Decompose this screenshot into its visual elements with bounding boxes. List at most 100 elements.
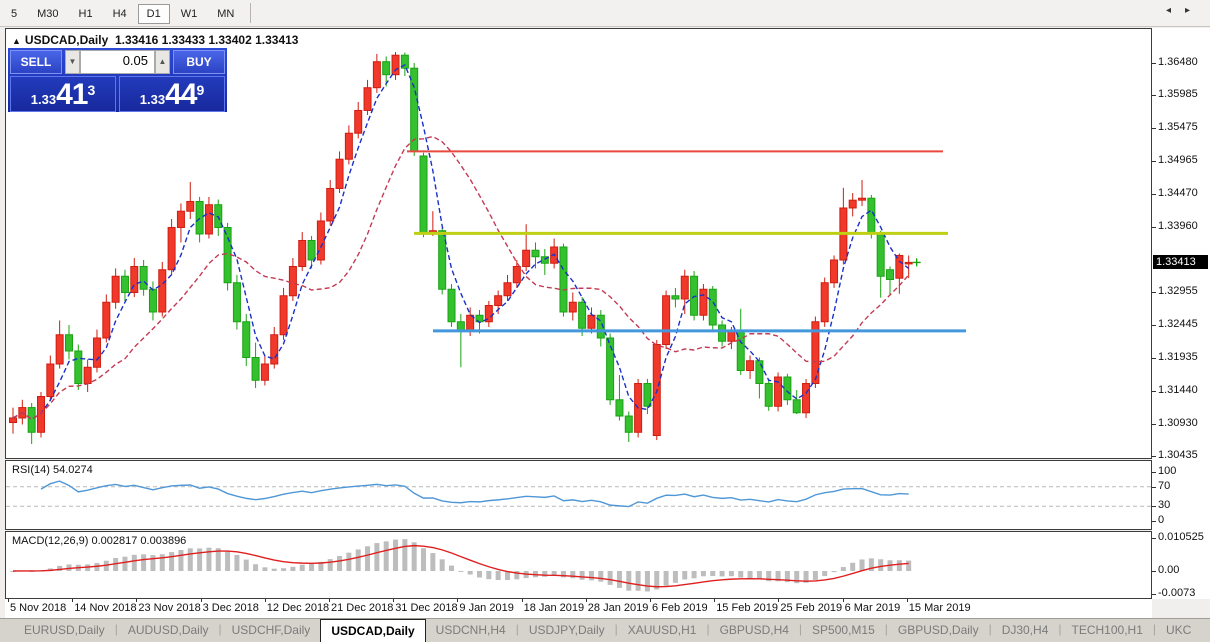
timeframe-button-5[interactable]: 5 [11,8,18,20]
tab-sp500-m15[interactable]: SP500,M15 [812,623,875,637]
tab-separator: | [706,622,710,636]
date-axis-label: 5 Nov 2018 [10,602,67,614]
timeframe-button-D1[interactable]: D1 [137,4,170,24]
axis-tick [1152,571,1156,572]
rsi-scale-label: 100 [1158,465,1177,477]
price-axis-label: 1.34965 [1158,154,1198,167]
date-tick [778,599,780,602]
axis-tick [1152,63,1156,64]
candlestick-chart[interactable] [6,29,1151,458]
axis-tick [1152,358,1156,360]
date-tick [521,599,523,602]
tab-scroll-left-icon[interactable]: ◂ [1165,5,1185,16]
rsi-panel[interactable] [5,460,1152,530]
tab-scroll-right-icon[interactable]: ▸ [1184,5,1204,16]
price-axis-label: 1.35475 [1158,121,1198,134]
tab-tech100-h1[interactable]: TECH100,H1 [1071,623,1143,637]
tab-usdcnh-h4[interactable]: USDCNH,H4 [435,623,506,637]
tab-usdchf-daily[interactable]: USDCHF,Daily [231,623,311,637]
volume-input[interactable]: 0.05 [80,50,155,74]
chart-ohlc-values: 1.33416 1.33433 1.33402 1.33413 [114,33,299,47]
date-tick [200,599,202,602]
tab-ukc[interactable]: UKC [1166,623,1192,637]
date-axis-label: 15 Mar 2019 [908,602,971,614]
buy-price-sup: 9 [196,82,205,98]
rsi-scale-label: 0 [1158,514,1165,526]
tab-separator: | [798,622,803,636]
tab-usdcad-daily[interactable]: USDCAD,Daily [320,619,426,642]
date-axis-label: 28 Jan 2019 [587,602,649,614]
axis-tick [1152,538,1156,539]
tab-separator: | [1058,622,1062,636]
macd-panel[interactable] [5,531,1152,599]
date-tick [8,599,9,602]
timeframe-button-MN[interactable]: MN [217,8,235,20]
date-tick [457,599,459,602]
axis-tick [1152,95,1156,97]
axis-tick [1152,456,1156,457]
price-axis-label: 1.30930 [1158,416,1198,429]
date-axis-label: 12 Dec 2018 [266,602,330,614]
volume-decrease-button[interactable]: ▼ [65,50,80,74]
date-axis-label: 6 Mar 2019 [844,602,901,614]
date-tick [136,599,138,602]
price-axis-label: 1.31935 [1158,351,1198,364]
tab-scroll-arrows[interactable]: ◂▸ [1166,5,1204,16]
sell-price-big: 41 [56,78,88,111]
tab-separator: | [515,622,519,636]
price-axis-label: 1.33960 [1158,219,1198,232]
macd-chart[interactable] [6,532,1151,598]
tab-dj30-h4[interactable]: DJ30,H4 [1001,623,1049,637]
tab-gbpusd-h4[interactable]: GBPUSD,H4 [719,623,789,637]
axis-tick [1152,521,1156,522]
timeframe-button-H1[interactable]: H1 [78,8,93,20]
price-axis-label: 1.35985 [1158,88,1198,101]
rsi-label: RSI(14) 54.0274 [12,464,93,476]
tab-separator: | [114,622,118,636]
price-axis-label: 1.32955 [1158,285,1198,298]
timeframe-button-H4[interactable]: H4 [112,8,127,20]
sell-price-prefix: 1.33 [30,92,57,107]
axis-tick [1152,128,1156,130]
price-axis-label: 1.30435 [1158,449,1198,461]
price-axis-label: 1.32445 [1158,318,1198,331]
date-axis-label: 14 Nov 2018 [74,602,137,614]
timeframe-button-M30[interactable]: M30 [37,8,59,20]
buy-price-prefix: 1.33 [139,92,166,107]
buy-price-display[interactable]: 1.33 44 9 [119,76,225,112]
volume-increase-button[interactable]: ▲ [155,50,170,74]
tab-xauusd-h1[interactable]: XAUUSD,H1 [627,623,697,637]
axis-tick [1152,486,1156,488]
tab-audusd-daily[interactable]: AUDUSD,Daily [127,623,209,637]
rsi-chart[interactable] [6,461,1151,529]
date-tick [72,599,74,602]
price-axis-label: 1.34470 [1158,186,1198,199]
tab-usdjpy-daily[interactable]: USDJPY,Daily [528,623,605,637]
tab-gbpusd-daily[interactable]: GBPUSD,Daily [897,623,979,637]
date-tick [842,599,844,602]
toolbar-separator [250,3,252,23]
date-tick [714,599,716,602]
date-tick [393,599,395,602]
current-price-badge: 1.33413 [1153,255,1208,270]
date-axis-label: 18 Jan 2019 [523,602,585,614]
axis-tick [1152,593,1156,595]
price-axis-label: 1.31440 [1158,383,1198,396]
sell-button[interactable]: SELL [10,50,62,74]
timeframe-button-W1[interactable]: W1 [180,8,198,20]
sell-price-display[interactable]: 1.33 41 3 [10,76,116,112]
date-axis-label: 3 Dec 2018 [202,602,259,614]
date-axis-label: 23 Nov 2018 [138,602,201,614]
collapse-triangle-icon[interactable]: ▲ [12,36,21,46]
macd-label: MACD(12,26,9) 0.002817 0.003896 [12,535,187,547]
date-tick [906,599,908,602]
rsi-scale-label: 30 [1158,499,1171,512]
chart-title: ▲ USDCAD,Daily 1.33416 1.33433 1.33402 1.… [12,33,298,47]
date-axis: 5 Nov 2018 14 Nov 2018 23 Nov 2018 3 Dec 20… [5,599,1152,618]
date-tick [585,599,587,602]
tab-separator: | [218,622,222,636]
tab-eurusd-daily[interactable]: EURUSD,Daily [24,623,105,637]
sell-price-sup: 3 [87,82,96,98]
buy-button[interactable]: BUY [173,50,225,74]
